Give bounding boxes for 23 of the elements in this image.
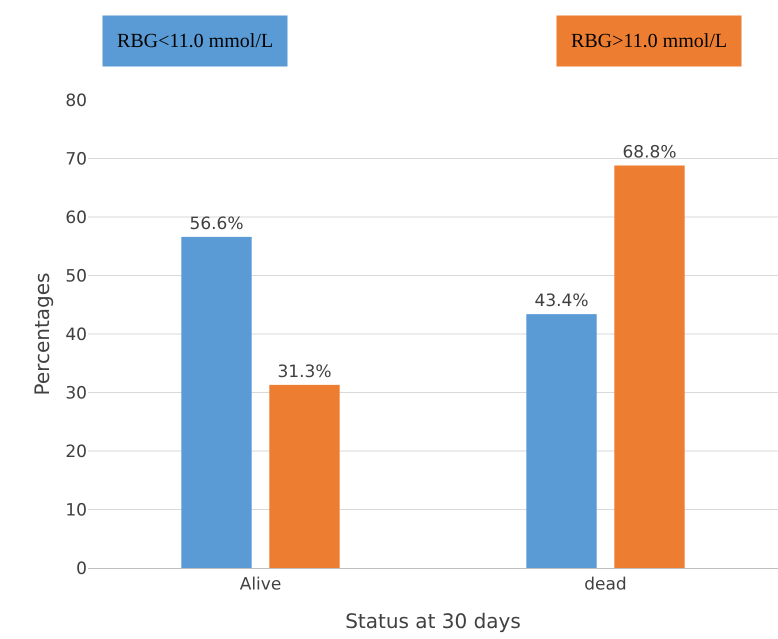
y-axis-title: Percentages [30, 272, 54, 396]
x-tick-label: dead [584, 574, 627, 594]
data-label: 43.4% [534, 291, 589, 312]
bar [526, 314, 597, 568]
y-tick-label: 30 [65, 383, 87, 404]
y-tick-label: 70 [65, 149, 87, 170]
y-tick-label: 80 [65, 90, 87, 111]
y-tick-label: 10 [65, 500, 87, 520]
y-tick-label: 20 [65, 442, 87, 462]
text: RBG<11.0 mmol/L [117, 30, 274, 52]
x-axis-title: Status at 30 days [345, 608, 521, 633]
data-label: 56.6% [190, 214, 244, 234]
y-tick-label: 0 [76, 558, 87, 579]
y-tick-label: 40 [65, 324, 87, 345]
bar [269, 384, 340, 568]
text: RBG>11.0 mmol/L [571, 30, 728, 52]
y-tick-label: 60 [65, 208, 87, 228]
data-label: 31.3% [277, 362, 332, 382]
data-label: 68.8% [622, 142, 676, 163]
bar [181, 236, 252, 568]
y-tick-label: 50 [65, 266, 87, 286]
bar [614, 166, 685, 568]
x-tick-label: Alive [240, 574, 282, 594]
